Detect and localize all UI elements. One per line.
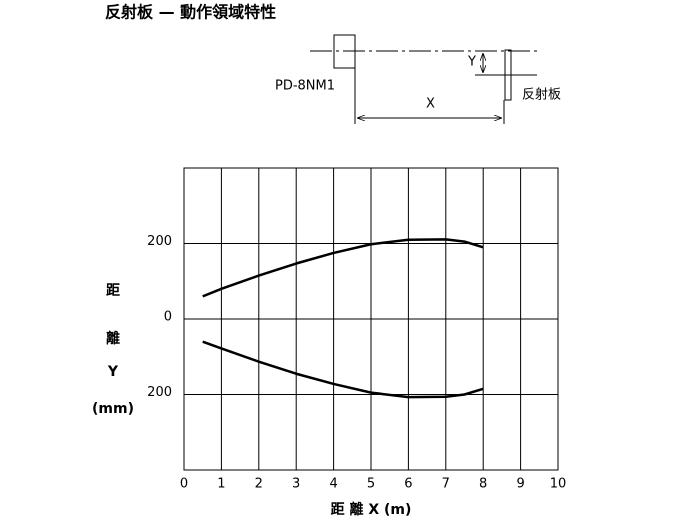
x-tick-label: 0 bbox=[180, 477, 188, 492]
setup-diagram bbox=[310, 34, 537, 124]
x-tick-label: 4 bbox=[329, 477, 337, 492]
x-axis-label: 距 離 X (m) bbox=[331, 501, 412, 518]
diagram-y-label: Y bbox=[467, 55, 476, 70]
y-axis-label: 離 bbox=[106, 330, 120, 347]
sensor-label: PD-8NM1 bbox=[275, 79, 335, 94]
x-tick-label: 3 bbox=[292, 477, 300, 492]
x-tick-label: 6 bbox=[404, 477, 412, 492]
x-tick-label: 9 bbox=[516, 477, 524, 492]
chart-title: 反射板 — 動作領域特性 bbox=[105, 3, 276, 22]
y-axis-label: (mm) bbox=[92, 401, 134, 417]
y-axis-label: 距 bbox=[106, 283, 120, 299]
y-tick-label: 200 bbox=[147, 385, 172, 400]
x-tick-label: 2 bbox=[255, 477, 263, 492]
y-tick-label: 200 bbox=[147, 234, 172, 249]
x-tick-label: 10 bbox=[550, 477, 567, 492]
data-line bbox=[202, 340, 484, 399]
x-tick-label: 1 bbox=[217, 477, 225, 492]
x-tick-label: 5 bbox=[367, 477, 375, 492]
y-axis-label: Y bbox=[107, 364, 119, 380]
diagram-x-label: X bbox=[426, 97, 435, 112]
y-tick-label: 0 bbox=[164, 310, 172, 325]
data-line bbox=[202, 238, 484, 298]
reflector-shape bbox=[504, 49, 512, 101]
x-tick-label: 7 bbox=[442, 477, 450, 492]
x-tick-label: 8 bbox=[479, 477, 487, 492]
reflector-label: 反射板 bbox=[522, 87, 561, 103]
